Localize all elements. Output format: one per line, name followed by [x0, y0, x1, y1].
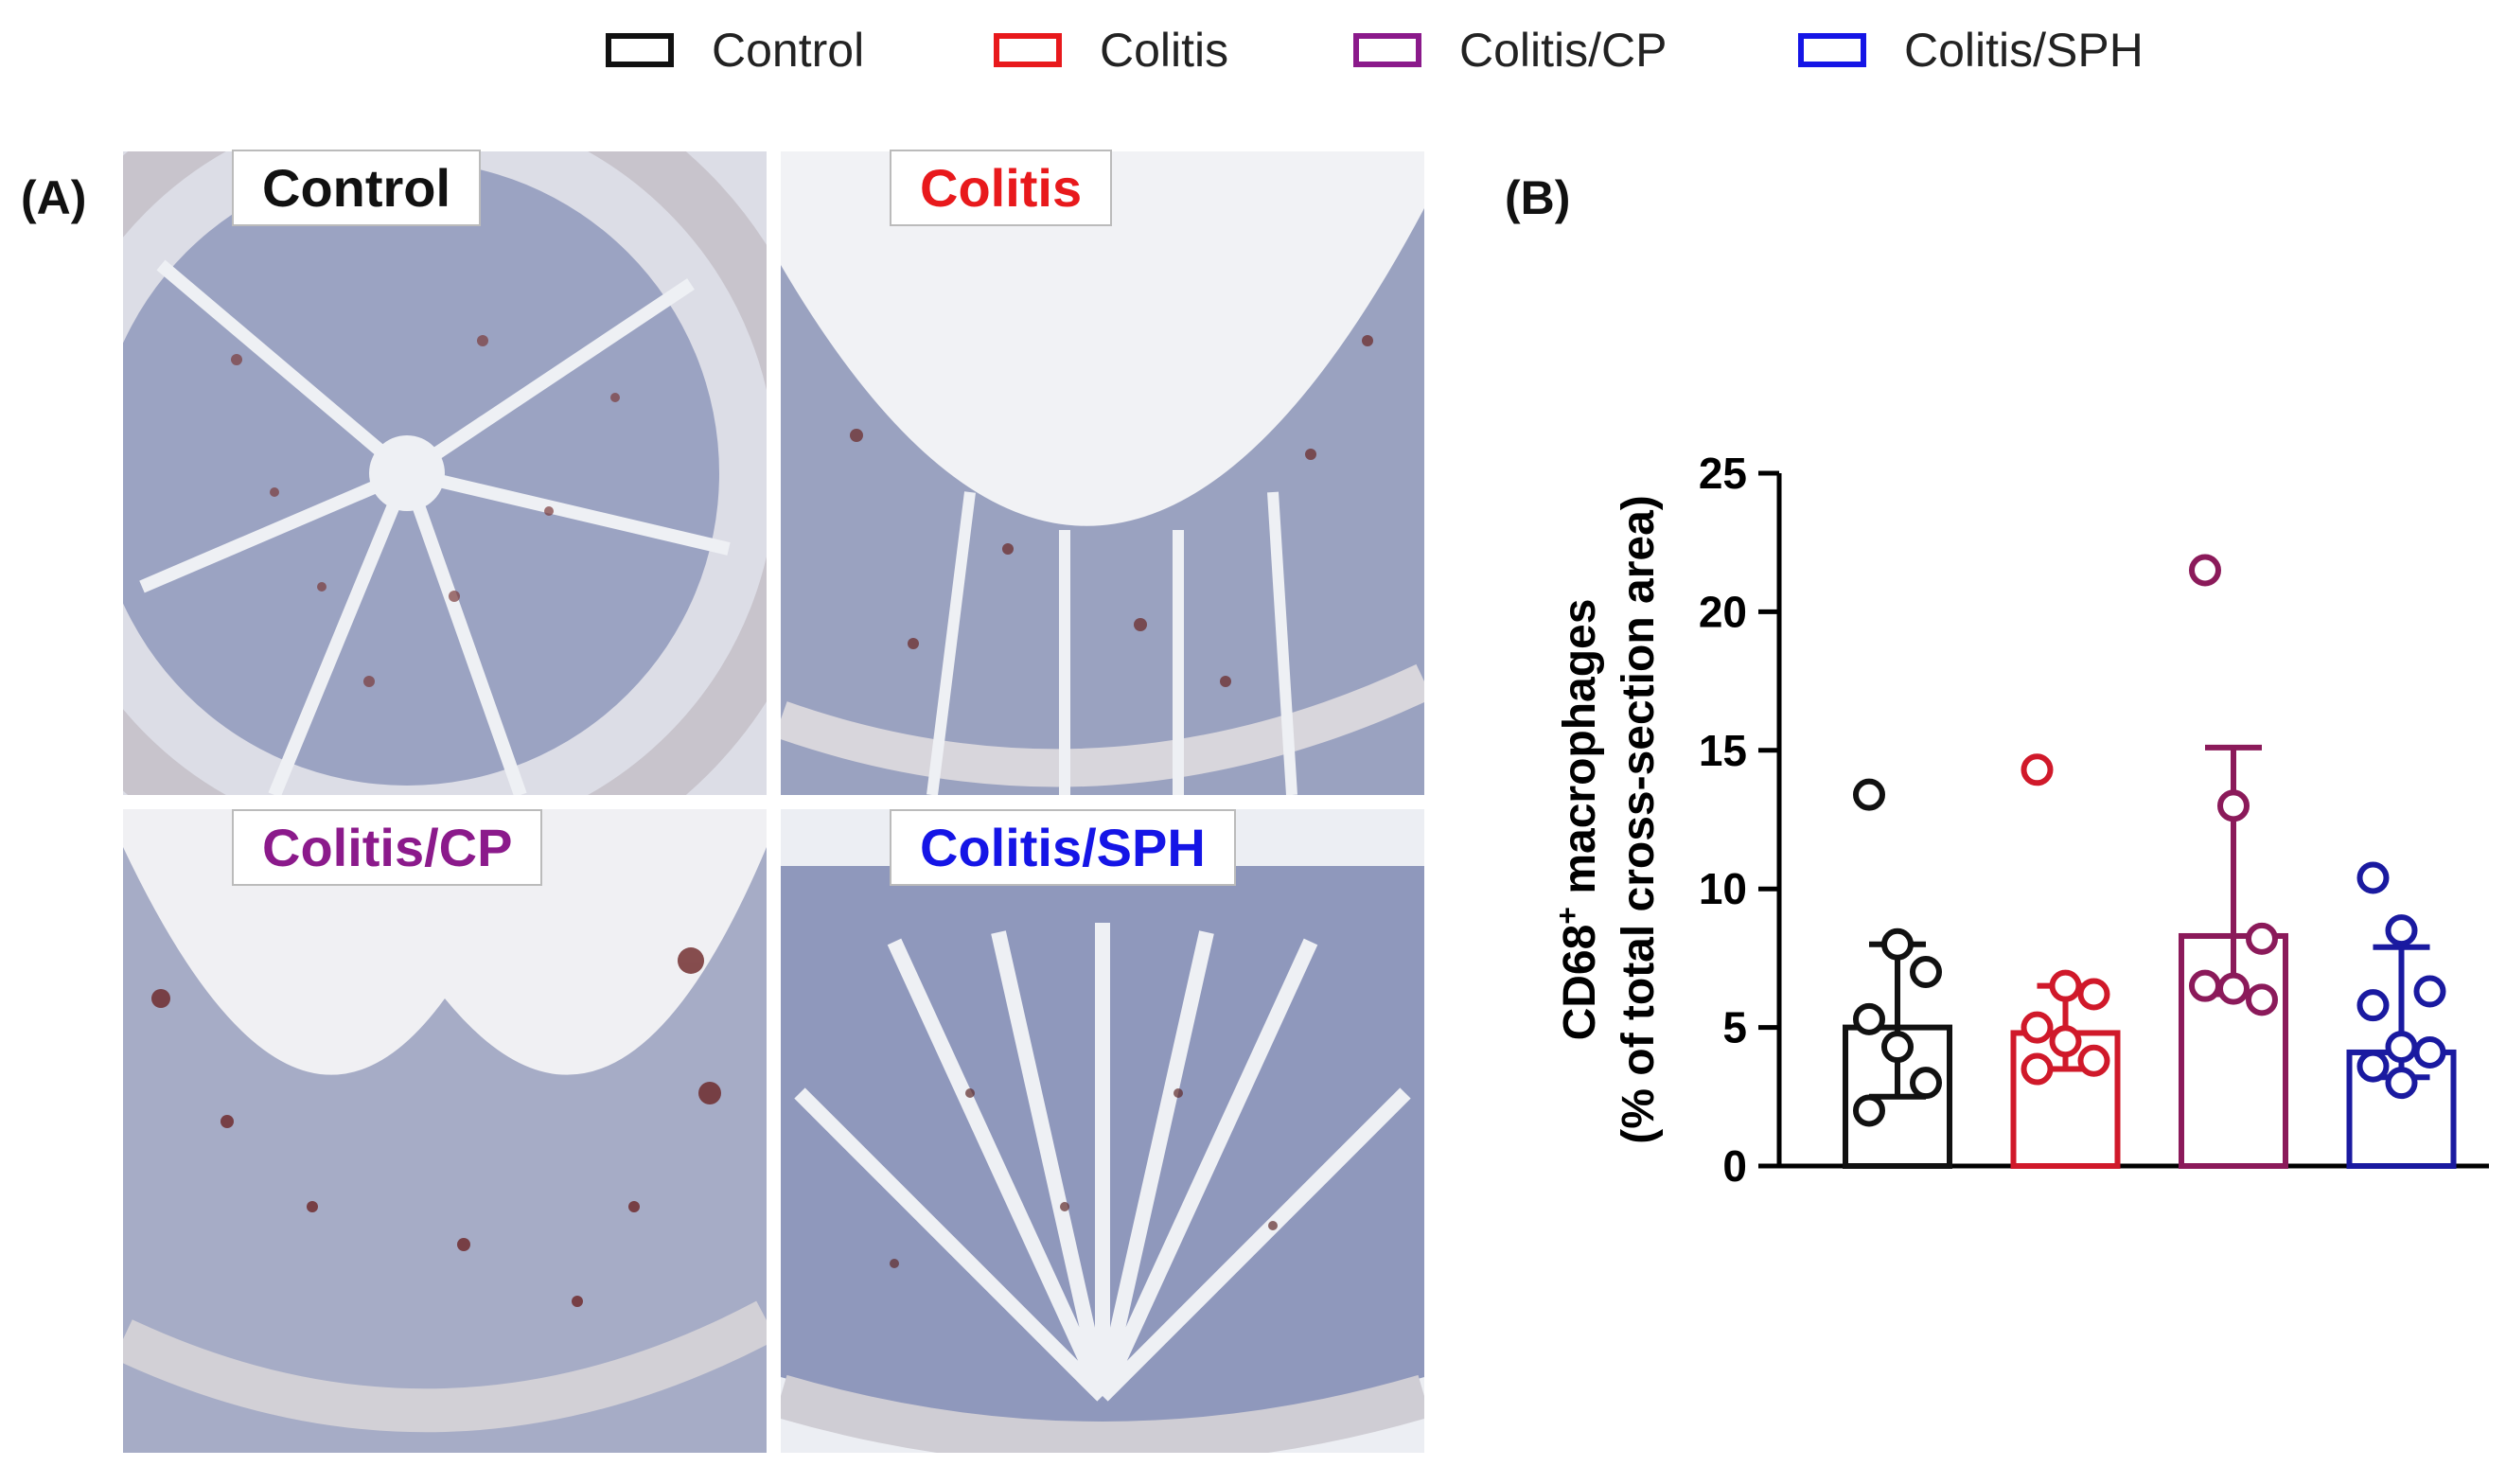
y-axis-label: CD68+ macrophages (% of total cross-secti…: [1550, 495, 1664, 1144]
data-point: [2385, 1067, 2418, 1100]
data-point: [2413, 1035, 2446, 1069]
y-tick-label: 5: [1722, 1003, 1747, 1052]
micrograph-label-colitis-sph: Colitis/SPH: [890, 809, 1236, 886]
data-point: [1853, 1002, 1885, 1035]
data-point: [2217, 972, 2250, 1005]
data-point: [2413, 975, 2446, 1008]
y-tick-label: 0: [1722, 1141, 1747, 1191]
data-point: [2385, 1031, 2418, 1064]
data-point: [2189, 554, 2221, 587]
micrograph-colitis-cp: [123, 809, 767, 1453]
data-point: [2049, 969, 2082, 1002]
panel-a-label: (A): [21, 171, 87, 224]
data-point: [2246, 983, 2278, 1016]
data-point: [1910, 1067, 1942, 1100]
y-axis-label-line1: CD68+ macrophages: [1550, 599, 1605, 1041]
micrograph-label-colitis: Colitis: [890, 150, 1113, 226]
legend-label-colitis-cp: Colitis/CP: [1459, 24, 1668, 77]
y-tick-label: 20: [1699, 587, 1747, 636]
data-point: [2356, 861, 2390, 894]
legend: Control Colitis Colitis/CP Colitis/SPH: [606, 17, 2215, 83]
data-point: [1853, 778, 1885, 811]
legend-item-colitis-sph: Colitis/SPH: [1798, 17, 2144, 83]
data-point: [2246, 922, 2278, 955]
legend-item-control: Control: [606, 17, 864, 83]
data-point: [2021, 753, 2054, 786]
data-point: [1853, 1094, 1885, 1127]
micrograph-label-colitis-cp: Colitis/CP: [232, 809, 543, 886]
data-point: [2021, 1011, 2054, 1044]
data-point: [2385, 914, 2418, 947]
histology-micrograph-image: [123, 151, 767, 795]
legend-swatch-colitis: [994, 33, 1062, 67]
data-point: [1881, 1031, 1914, 1064]
data-point: [1910, 956, 1942, 989]
data-point: [2356, 989, 2390, 1022]
micrograph-colitis-sph: [781, 809, 1424, 1453]
y-tick-label: 15: [1699, 726, 1747, 775]
panel-b-label: (B): [1505, 171, 1571, 224]
y-tick-label: 25: [1699, 449, 1747, 498]
legend-label-colitis: Colitis: [1100, 24, 1229, 77]
legend-item-colitis-cp: Colitis/CP: [1353, 17, 1667, 83]
legend-label-control: Control: [712, 24, 865, 77]
data-point: [2021, 1052, 2054, 1086]
legend-swatch-colitis-cp: [1353, 33, 1421, 67]
legend-swatch-colitis-sph: [1798, 33, 1866, 67]
micrograph-label-control: Control: [232, 150, 482, 226]
legend-item-colitis: Colitis: [994, 17, 1228, 83]
data-point: [2189, 969, 2221, 1002]
micrograph-colitis: [781, 151, 1424, 795]
data-point: [2077, 1044, 2110, 1077]
legend-label-colitis-sph: Colitis/SPH: [1904, 24, 2144, 77]
data-point: [2217, 789, 2250, 822]
data-point: [2077, 978, 2110, 1011]
histology-micrograph-image: [781, 151, 1424, 795]
y-axis-label-line2: (% of total cross-section area): [1614, 495, 1664, 1144]
bar-chart: 0 5 10 15 20 25 CD68+ macrophages (% of total c…: [1550, 449, 2489, 1191]
y-tick-label: 10: [1699, 864, 1747, 913]
data-point: [2049, 1025, 2082, 1058]
histology-micrograph-image: [781, 809, 1424, 1453]
micrograph-control: [123, 151, 767, 795]
data-point: [1881, 928, 1914, 961]
legend-swatch-control: [606, 33, 674, 67]
data-point: [2356, 1050, 2390, 1083]
histology-micrograph-image: [123, 809, 767, 1453]
